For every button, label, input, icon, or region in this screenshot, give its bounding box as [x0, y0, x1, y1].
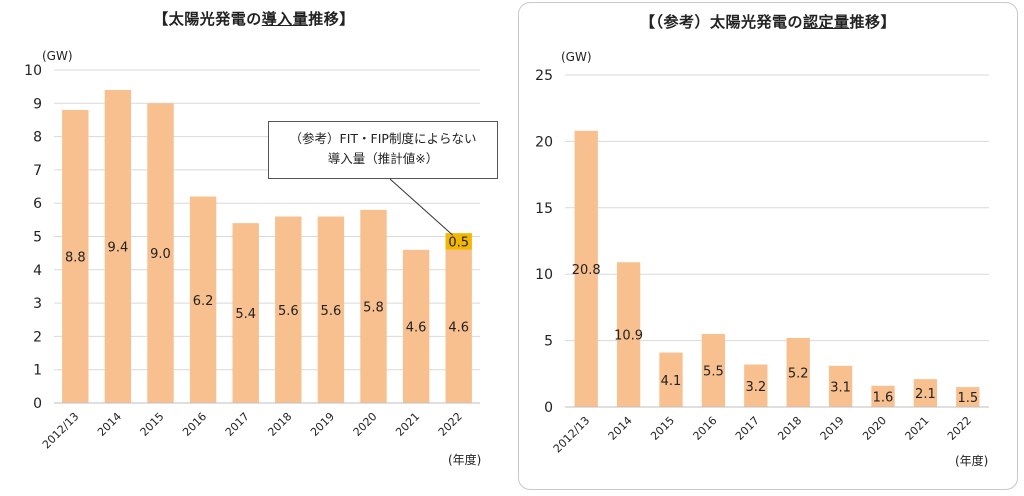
left-chart-bar — [147, 103, 174, 404]
left-chart-x-tick-label: 2017 — [223, 410, 252, 439]
left-chart-x-tick-label: 2015 — [138, 410, 167, 439]
right-chart-bar — [701, 333, 726, 407]
right-chart-x-tick-label: 2022 — [945, 414, 974, 443]
left-chart-bar — [402, 249, 430, 403]
right-chart-bar-value-label: 3.2 — [745, 380, 766, 395]
right-chart-bar-value-label: 4.1 — [661, 374, 682, 389]
left-chart-x-tick-label: 2021 — [393, 410, 422, 439]
right-x-unit: (年度) — [955, 453, 988, 468]
left-chart-bar — [445, 249, 472, 403]
left-chart-bar — [232, 223, 259, 403]
left-chart-bar-value-label: 6.2 — [193, 294, 214, 309]
right-chart-y-tick-label: 20 — [535, 134, 553, 150]
right-chart-x-tick-label: 2020 — [860, 414, 889, 443]
right-chart-bar-value-label: 1.6 — [873, 390, 894, 405]
left-chart-bar-value-label: 4.6 — [448, 320, 469, 335]
left-chart-title: 【太陽光発電の導入量推移】 — [153, 10, 355, 28]
right-chart-x-tick-label: 2017 — [733, 414, 762, 443]
right-chart-bar-value-label: 5.5 — [703, 364, 724, 379]
right-chart-y-tick-label: 5 — [544, 334, 553, 350]
right-chart-bar — [786, 337, 810, 407]
right-chart-x-tick-label: 2015 — [648, 414, 677, 443]
left-chart-bar — [360, 209, 387, 403]
left-chart-x-tick-label: 2020 — [351, 410, 380, 439]
right-chart-bar — [913, 379, 938, 407]
right-chart-bar — [744, 364, 768, 407]
right-chart-bar — [828, 365, 853, 407]
left-chart-bar-value-label: 5.6 — [278, 304, 299, 319]
right-chart-x-tick-label: 2014 — [606, 414, 635, 443]
left-chart-bar-value-label: 5.6 — [321, 304, 342, 319]
left-chart-y-tick-label: 10 — [24, 63, 42, 79]
right-chart-bar — [659, 352, 683, 407]
right-chart-bar-value-label: 1.5 — [957, 391, 978, 406]
left-chart-bar-value-label: 5.4 — [235, 307, 256, 322]
left-y-unit: (GW) — [42, 49, 73, 63]
left-chart-y-tick-label: 9 — [33, 96, 42, 112]
right-chart-panel: 【（参考）太陽光発電の認定量推移】 (GW) (年度) 0 5 10 15 20 25 20… — [518, 2, 1018, 490]
left-chart-highlight-value-label: 0.5 — [448, 235, 469, 250]
left-chart-y-tick-label: 1 — [33, 363, 42, 379]
callout-line-2: 導入量（推計値※） — [327, 151, 439, 166]
right-chart-x-tick-label: 2021 — [903, 414, 932, 443]
left-chart-y-tick-label: 5 — [33, 230, 42, 246]
callout-leader-line — [389, 178, 454, 236]
right-chart-bar — [871, 385, 895, 407]
left-chart-bar-value-label: 9.0 — [150, 247, 171, 262]
right-chart-bar-value-label: 10.9 — [614, 329, 643, 344]
right-chart-bar-value-label: 2.1 — [915, 387, 936, 402]
left-x-unit: (年度) — [448, 452, 481, 467]
right-chart-x-tick-label: 2019 — [818, 414, 847, 443]
right-chart-y-tick-label: 0 — [544, 400, 553, 416]
left-chart-x-tick-label: 2022 — [436, 410, 465, 439]
left-chart-y-tick-label: 6 — [33, 196, 42, 212]
left-chart-y-tick-label: 4 — [33, 263, 42, 279]
left-chart-bar-value-label: 8.8 — [65, 250, 86, 265]
left-chart-x-tick-label: 2014 — [95, 410, 124, 439]
right-chart-bar-value-label: 20.8 — [572, 263, 601, 278]
left-chart-y-tick-label: 3 — [33, 296, 42, 312]
left-chart-bar — [62, 109, 89, 404]
right-chart-x-tick-label: 2016 — [691, 414, 720, 443]
left-chart-y-tick-label: 7 — [33, 163, 42, 179]
left-chart-bar — [104, 89, 132, 403]
left-chart-x-tick-label: 2012/13 — [40, 410, 82, 452]
left-chart-bar — [275, 216, 302, 403]
callout-box: （参考）FIT・FIP制度によらない 導入量（推計値※） — [268, 121, 498, 179]
right-chart-title: 【（参考）太陽光発電の認定量推移】 — [639, 13, 897, 31]
left-chart-y-tick-label: 2 — [33, 329, 42, 345]
left-chart-x-tick-label: 2018 — [265, 410, 294, 439]
right-chart-bar — [574, 130, 598, 407]
right-chart-y-tick-label: 10 — [535, 267, 553, 283]
left-chart-panel: 【太陽光発電の導入量推移】 (GW) (年度) 0 1 2 3 4 5 6 7 8 9 10 8.8 2… — [0, 0, 508, 496]
left-chart-y-tick-label: 0 — [33, 396, 42, 412]
left-bar-chart: (GW) (年度) 0 1 2 3 4 5 6 7 8 9 10 8.8 2012/13 9.4 2014 9… — [24, 49, 481, 467]
left-chart-bar-value-label: 9.4 — [108, 240, 129, 255]
left-chart-y-tick-label: 8 — [33, 130, 42, 146]
right-bar-chart: (GW) (年度) 0 5 10 15 20 25 20.8 2012/13 10.9 2014 4… — [535, 50, 989, 468]
right-chart-y-tick-label: 25 — [535, 68, 553, 84]
left-chart-x-tick-label: 2019 — [308, 410, 337, 439]
right-chart-y-tick-label: 15 — [535, 201, 553, 217]
right-chart-bar — [616, 262, 641, 407]
right-chart-x-tick-label: 2018 — [775, 414, 804, 443]
right-chart-bar — [956, 387, 980, 407]
left-chart-bar-value-label: 5.8 — [363, 300, 384, 315]
left-chart-bar — [189, 196, 217, 403]
left-chart-x-tick-label: 2016 — [180, 410, 209, 439]
left-chart-bar — [317, 216, 345, 403]
left-chart-highlight-bar — [445, 233, 472, 250]
right-chart-x-tick-label: 2012/13 — [551, 414, 593, 456]
right-chart-bar-value-label: 3.1 — [830, 380, 851, 395]
callout-line-1: （参考）FIT・FIP制度によらない — [289, 131, 477, 146]
right-chart-bar-value-label: 5.2 — [788, 366, 809, 381]
left-chart-bar-value-label: 4.6 — [406, 320, 427, 335]
right-y-unit: (GW) — [561, 50, 592, 64]
